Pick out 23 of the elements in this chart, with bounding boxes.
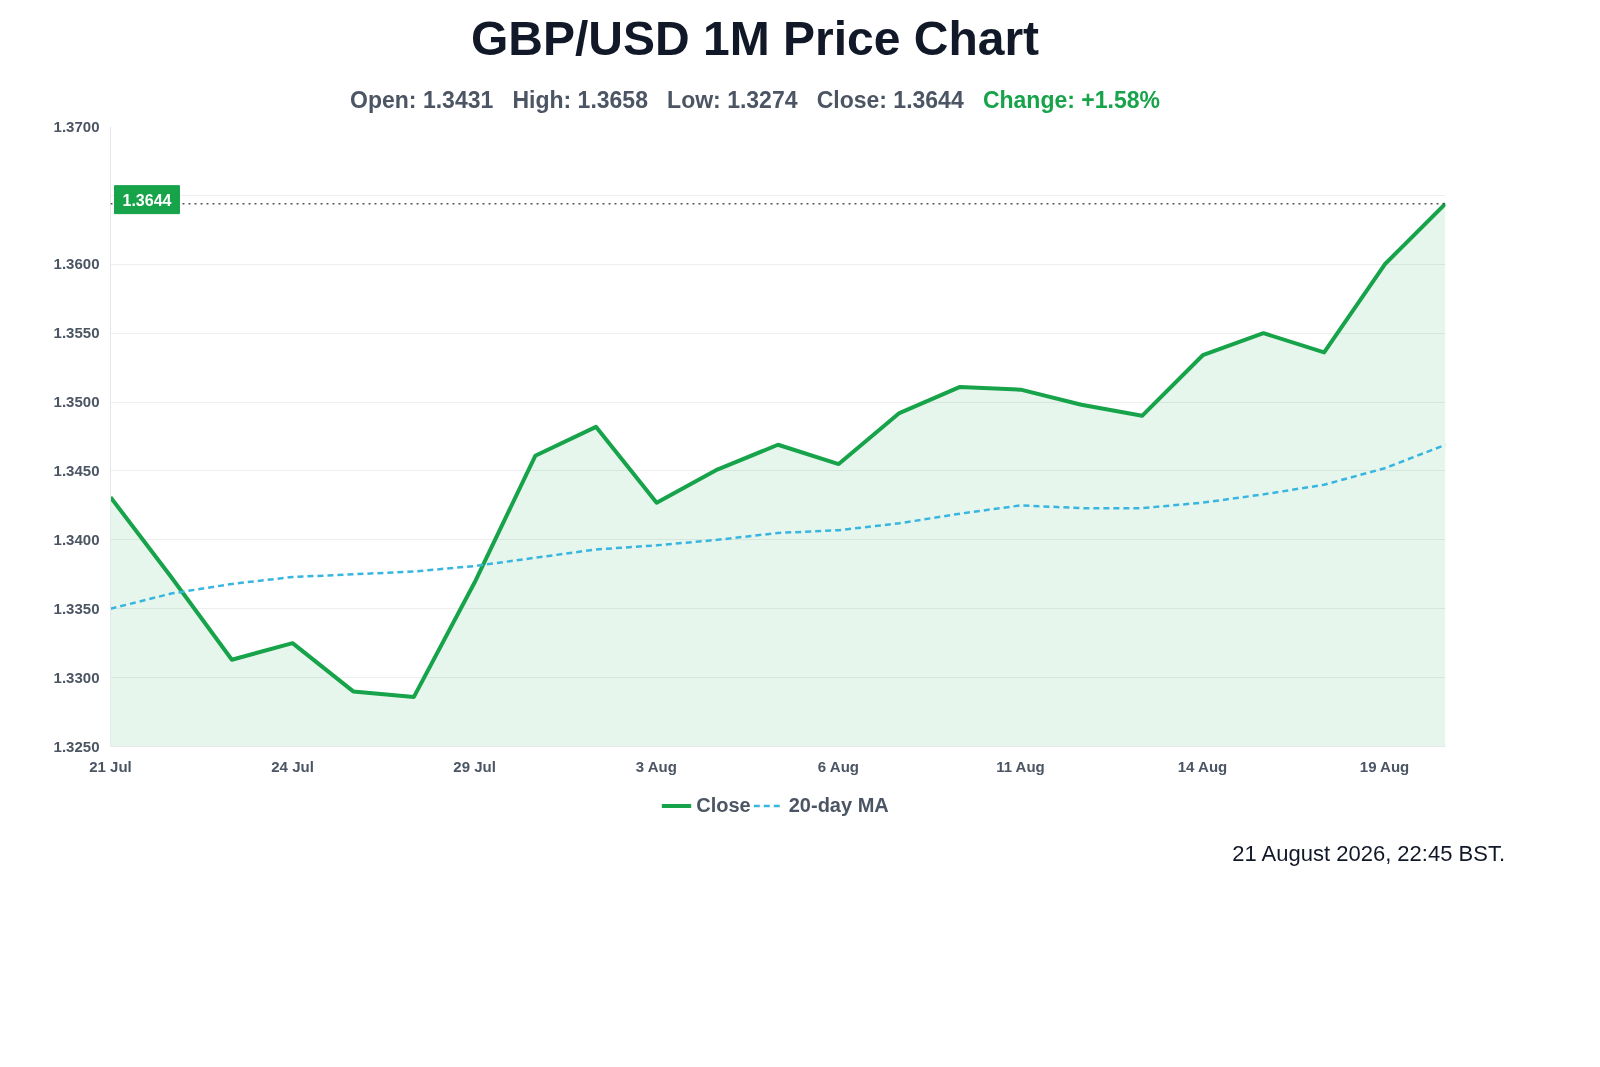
x-tick-label: 19 Aug [1359, 757, 1410, 775]
x-tick-label: 3 Aug [635, 757, 677, 775]
legend-label: 20-day MA [788, 793, 889, 817]
ref-line-label: 1.3644 [122, 192, 172, 210]
y-tick-label: 1.3300 [53, 669, 100, 687]
x-tick-label: 24 Jul [271, 757, 314, 775]
y-tick-label: 1.3350 [53, 600, 100, 618]
x-tick-label: 6 Aug [817, 757, 859, 775]
y-tick-label: 1.3550 [53, 324, 100, 342]
y-tick-label: 1.3500 [53, 393, 100, 411]
x-tick-label: 11 Aug [996, 757, 1045, 775]
y-tick-label: 1.3700 [53, 117, 100, 135]
y-tick-label: 1.3250 [53, 737, 100, 755]
x-tick-label: 14 Aug [1177, 757, 1228, 775]
y-tick-label: 1.3450 [53, 462, 100, 480]
x-tick-label: 29 Jul [453, 757, 496, 775]
x-tick-label: 21 Jul [89, 757, 132, 775]
y-tick-label: 1.3400 [53, 531, 100, 549]
text: 21 August 2026, 22:45 BST. [1232, 840, 1505, 869]
legend-label: Close [696, 793, 751, 817]
y-tick-label: 1.3600 [53, 255, 100, 273]
chart-title: GBP/USD 1M Price Chart [470, 11, 1040, 67]
chart-subtitle: Open: 1.3431 High: 1.3658 Low: 1.3274 Close: 1.3644 Change: +1.58% [350, 86, 1160, 113]
